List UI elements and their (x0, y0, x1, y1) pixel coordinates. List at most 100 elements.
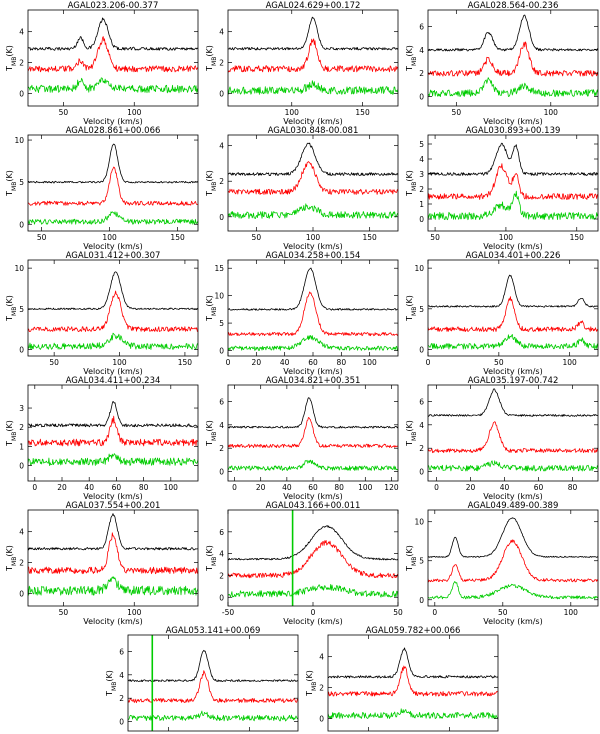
plot-frame (27, 134, 199, 232)
spectrum-trace-top (428, 274, 598, 308)
y-axis-label-sub: MB (11, 182, 18, 191)
x-tick-label: 100 (358, 483, 373, 492)
y-tick-label: 0 (119, 718, 124, 727)
plot-frame (327, 634, 499, 732)
y-tick-label: 6 (419, 397, 424, 406)
x-tick-label: 100 (544, 108, 559, 117)
y-tick-label: 4 (119, 671, 124, 680)
plot-frame (427, 134, 599, 232)
spectrum-trace-bot (428, 77, 598, 97)
y-axis-label-sub: MB (211, 307, 218, 316)
y-tick-label: 0 (319, 715, 324, 724)
spectrum-panel: AGAL049.489-00.389 0 50 100 0 5 10 Velocity (km… (405, 501, 599, 626)
x-tick-label: 40 (282, 483, 292, 492)
panel-title: AGAL053.141+00.069 (166, 626, 261, 636)
spectrum-trace-top (28, 17, 198, 51)
spectrum-panel: AGAL053.141+00.0690500246Velocity (km/s)… (105, 626, 299, 734)
y-tick-label: 0 (419, 596, 424, 605)
spectrum-trace-top (28, 401, 198, 428)
y-tick-label: 4 (419, 155, 424, 164)
y-tick-label: 2 (19, 423, 24, 432)
y-tick-label: 10 (414, 264, 424, 273)
spectrum-trace-top (228, 525, 398, 561)
spectrum-trace-mid (28, 290, 198, 332)
spectrum-trace-mid (228, 540, 398, 579)
y-tick-label: 6 (119, 647, 124, 656)
x-tick-label: 80 (334, 483, 344, 492)
traces-group (428, 388, 598, 472)
x-tick-label: 100 (102, 233, 117, 242)
spectrum-trace-bot (228, 459, 398, 471)
x-tick-label: 60 (112, 483, 122, 492)
y-axis-label-unit: (K) (205, 45, 214, 57)
y-tick-label: 10 (214, 292, 224, 301)
spectrum-trace-top (128, 649, 298, 682)
spectrum-panel: AGAL059.782+00.066050024Velocity (km/s)T… (305, 626, 499, 734)
x-tick-label: 50 (59, 608, 69, 617)
y-axis-label-unit: (K) (5, 170, 14, 182)
y-tick-label: 10 (14, 264, 24, 273)
y-axis-label-unit: (K) (205, 170, 214, 182)
x-tick-label: 80 (568, 483, 578, 492)
spectrum-trace-top (328, 647, 498, 679)
x-tick-label: 0 (426, 358, 431, 367)
x-axis-label: Velocity (km/s) (83, 617, 142, 626)
y-axis-label: TMB(K) (5, 545, 18, 572)
x-tick-label: 50 (252, 233, 262, 242)
spectrum-trace-bot (428, 460, 598, 472)
y-tick-label: 0 (19, 590, 24, 599)
spectrum-trace-bot (428, 581, 598, 600)
spectrum-trace-mid (428, 421, 598, 454)
y-axis-label-main: T (405, 566, 414, 572)
y-axis-label-main: T (205, 66, 214, 72)
y-tick-label: 0 (419, 93, 424, 102)
x-tick-label: 100 (164, 483, 179, 492)
x-tick-label: 60 (308, 358, 318, 367)
plot-frame (27, 384, 199, 482)
plot-frame (127, 634, 299, 732)
x-tick-label: 40 (500, 483, 510, 492)
y-tick-label: 1 (19, 442, 24, 451)
plot-frame (27, 259, 199, 357)
x-tick-label: 50 (430, 233, 440, 242)
y-axis-label: TMB(K) (205, 45, 218, 72)
spectrum-trace-bot (228, 335, 398, 351)
traces-group (28, 401, 198, 466)
y-axis-label: TMB(K) (105, 670, 118, 697)
y-axis-label-main: T (5, 316, 14, 322)
traces-group (228, 142, 398, 219)
y-axis-label: TMB(K) (5, 295, 18, 322)
x-tick-label: 20 (256, 483, 266, 492)
panel-title: AGAL028.861+00.066 (66, 126, 161, 136)
x-axis-label: Velocity (km/s) (483, 367, 542, 376)
traces-group (28, 271, 198, 350)
y-tick-label: 3 (19, 404, 24, 413)
y-axis-label: TMB(K) (405, 170, 418, 197)
spectrum-trace-mid (128, 670, 298, 704)
x-axis-label: Velocity (km/s) (483, 117, 542, 126)
traces-group (328, 647, 498, 719)
traces-group (428, 517, 598, 600)
y-axis-label-sub: MB (11, 432, 18, 441)
spectrum-trace-mid (28, 415, 198, 447)
y-axis-label-main: T (105, 691, 114, 697)
spectrum-trace-bot (228, 80, 398, 95)
spectrum-panel: AGAL024.629+00.172 100 150 0 2 4 Velocity (km/… (205, 1, 399, 126)
spectrum-trace-bot (128, 710, 298, 722)
x-axis-label: Velocity (km/s) (283, 117, 342, 126)
x-axis-label: Velocity (km/s) (483, 617, 542, 626)
x-tick-label: 20 (57, 483, 67, 492)
y-axis-label-main: T (5, 191, 14, 197)
x-axis-label: Velocity (km/s) (483, 242, 542, 251)
y-axis-label-sub: MB (411, 432, 418, 441)
y-tick-label: 4 (19, 528, 24, 537)
y-axis-label-unit: (K) (405, 420, 414, 432)
y-axis-label-unit: (K) (5, 545, 14, 557)
y-tick-label: 2 (419, 69, 424, 78)
plot-frame (227, 9, 399, 107)
y-tick-label: 0 (419, 215, 424, 224)
y-tick-label: 15 (214, 264, 224, 273)
y-axis-label: TMB(K) (305, 670, 318, 697)
y-axis-label-sub: MB (411, 307, 418, 316)
x-axis-label: Velocity (km/s) (83, 242, 142, 251)
